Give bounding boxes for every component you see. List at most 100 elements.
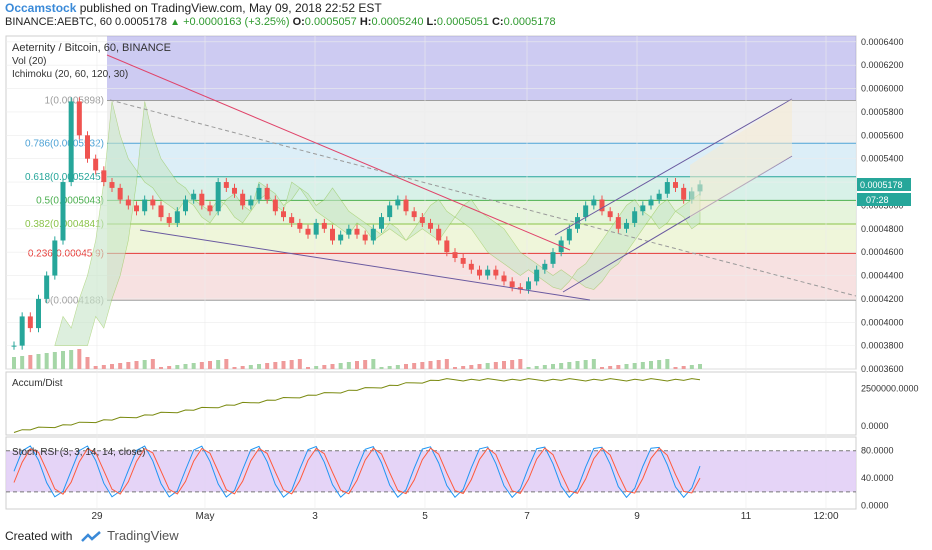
volume-bar <box>575 361 580 369</box>
last-price: 0.0005178 <box>115 16 168 28</box>
volume-bar <box>61 351 65 369</box>
candle-body <box>501 275 507 282</box>
volume-bar <box>387 366 392 369</box>
candle-body <box>85 135 90 159</box>
candle-body <box>550 252 556 264</box>
candle-body <box>321 222 327 229</box>
volume-bar <box>526 367 531 369</box>
candle-body <box>134 205 139 212</box>
countdown-label: 07:28 <box>866 195 889 205</box>
time-tick-label: 9 <box>634 511 640 522</box>
created-with-text: Created with <box>5 529 73 543</box>
candle-body <box>289 217 295 223</box>
volume-bar <box>183 364 188 369</box>
fib-level-label: 1(0.0005898) <box>45 95 105 106</box>
volume-bar <box>150 359 155 369</box>
price-tick-label: 0.0006400 <box>861 37 904 47</box>
volume-bar <box>52 352 57 369</box>
footer: Created with TradingView <box>5 528 179 543</box>
volume-bar <box>616 365 621 369</box>
candle-body <box>436 228 442 241</box>
price-tick-label: 0.0004400 <box>861 271 904 281</box>
candle-body <box>395 199 401 206</box>
accum-dist-label: Accum/Dist <box>12 378 63 389</box>
candle-body <box>379 217 384 229</box>
time-tick-label: 12:00 <box>813 511 838 522</box>
tradingview-brand[interactable]: TradingView <box>107 528 179 543</box>
candle-body <box>387 205 393 218</box>
volume-bar <box>44 353 49 369</box>
candle-body <box>207 205 213 212</box>
ichimoku-indicator-label: Ichimoku (20, 60, 120, 30) <box>12 69 128 80</box>
volume-bar <box>273 362 278 369</box>
candle-body <box>509 281 515 288</box>
price-tick-label: 0.0004200 <box>861 294 904 304</box>
fib-level-label: 0.618(0.0005245) <box>25 172 104 183</box>
candle-body <box>673 182 678 188</box>
volume-bar <box>93 366 98 369</box>
candle-body <box>591 199 597 206</box>
candle-body <box>526 281 531 290</box>
candle-body <box>640 205 646 212</box>
volume-bar <box>240 366 245 369</box>
candle-body <box>232 187 237 194</box>
price-change: +0.0000163 (+3.25%) <box>183 16 290 28</box>
candle-body <box>615 217 621 229</box>
candle-body <box>534 269 540 282</box>
candle-body <box>419 217 425 223</box>
volume-bar <box>608 366 613 369</box>
candle-body <box>656 193 662 200</box>
candle-body <box>109 182 115 188</box>
candle-body <box>305 228 311 235</box>
volume-bar <box>199 362 204 369</box>
fib-level-label: 0.5(0.0005043) <box>36 195 104 206</box>
candle-body <box>648 199 654 206</box>
accum-pane-frame <box>5 371 857 436</box>
author-name[interactable]: Occamstock <box>5 1 77 15</box>
candle-body <box>158 205 164 218</box>
volume-bar <box>632 363 637 369</box>
candle-body <box>36 298 41 329</box>
time-tick-label: 3 <box>312 511 318 522</box>
volume-bar <box>142 360 147 369</box>
candle-body <box>428 222 433 229</box>
time-tick-label: 29 <box>91 511 103 522</box>
candle-body <box>215 182 221 212</box>
volume-bar <box>689 365 694 369</box>
candle-body <box>11 345 17 347</box>
volume-bar <box>379 367 384 369</box>
volume-bar <box>281 361 286 369</box>
volume-bar <box>224 359 229 369</box>
candle-body <box>485 269 491 276</box>
countdown-badge <box>857 193 911 206</box>
candle-body <box>444 240 450 253</box>
candle-body <box>411 211 417 218</box>
time-tick-label: May <box>196 511 215 522</box>
price-tick-label: 0.0006200 <box>861 60 904 70</box>
volume-bar <box>322 365 327 369</box>
volume-bar <box>12 357 16 369</box>
time-tick-label: 7 <box>524 511 530 522</box>
price-tick-label: 0.0005600 <box>861 130 904 140</box>
volume-bar <box>583 360 588 369</box>
last-price-badge <box>857 178 911 191</box>
volume-bar <box>297 359 302 369</box>
candle-body <box>223 182 229 188</box>
volume-bar <box>469 365 474 369</box>
volume-bar <box>346 362 351 369</box>
channel-upper <box>554 98 793 236</box>
volume-bar <box>248 365 253 369</box>
accum-tick-label: 2500000.0000 <box>861 384 919 394</box>
fib-upper-band <box>107 36 856 101</box>
volume-bar <box>485 363 490 369</box>
rsi-tick-label: 40.0000 <box>861 473 894 483</box>
volume-bar <box>600 367 604 369</box>
candle-body <box>542 263 548 270</box>
volume-bar <box>649 361 653 369</box>
trendline-red <box>106 54 571 251</box>
time-tick-label: 5 <box>422 511 428 522</box>
candle-body <box>460 258 466 264</box>
price-tick-label: 0.0005400 <box>861 154 904 164</box>
price-tick-label: 0.0004600 <box>861 247 904 257</box>
